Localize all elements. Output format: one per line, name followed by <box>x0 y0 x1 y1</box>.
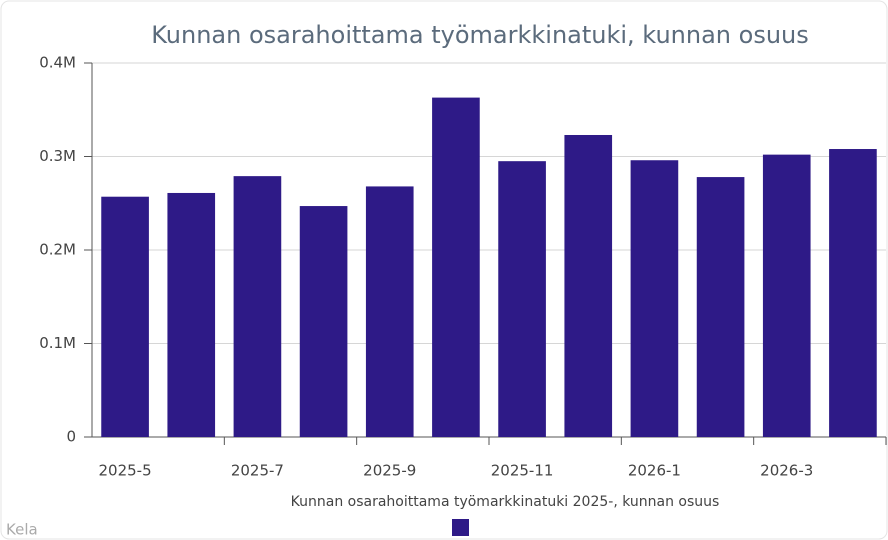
bar <box>432 97 480 437</box>
bar <box>167 192 216 437</box>
bar <box>233 176 282 437</box>
bar <box>299 206 348 437</box>
bar <box>101 196 149 437</box>
legend-swatch <box>452 519 469 536</box>
x-tick-label: 2025-9 <box>363 462 416 480</box>
x-tick-label: 2026-1 <box>628 462 681 480</box>
x-tick-label: 2025-7 <box>231 462 284 480</box>
chart-title: Kunnan osarahoittama työmarkkinatuki, ku… <box>151 21 809 49</box>
y-tick-label: 0.1M <box>39 334 76 352</box>
legend-label: Kunnan osarahoittama työmarkkinatuki 202… <box>291 494 720 510</box>
y-tick-label: 0.2M <box>39 241 76 259</box>
x-tick-label: 2025-11 <box>491 462 554 480</box>
bar <box>696 177 745 437</box>
bar <box>630 160 679 438</box>
bar <box>762 154 811 437</box>
bar <box>564 134 613 437</box>
x-tick-label: 2026-3 <box>760 462 813 480</box>
y-tick-label: 0.3M <box>39 147 76 165</box>
source: Kela <box>6 521 38 539</box>
y-tick-label: 0 <box>66 428 76 446</box>
bar <box>365 186 414 437</box>
bar <box>829 149 877 437</box>
x-tick-label: 2025-5 <box>99 462 152 480</box>
y-tick-label: 0.4M <box>39 54 76 72</box>
bar <box>498 161 546 438</box>
